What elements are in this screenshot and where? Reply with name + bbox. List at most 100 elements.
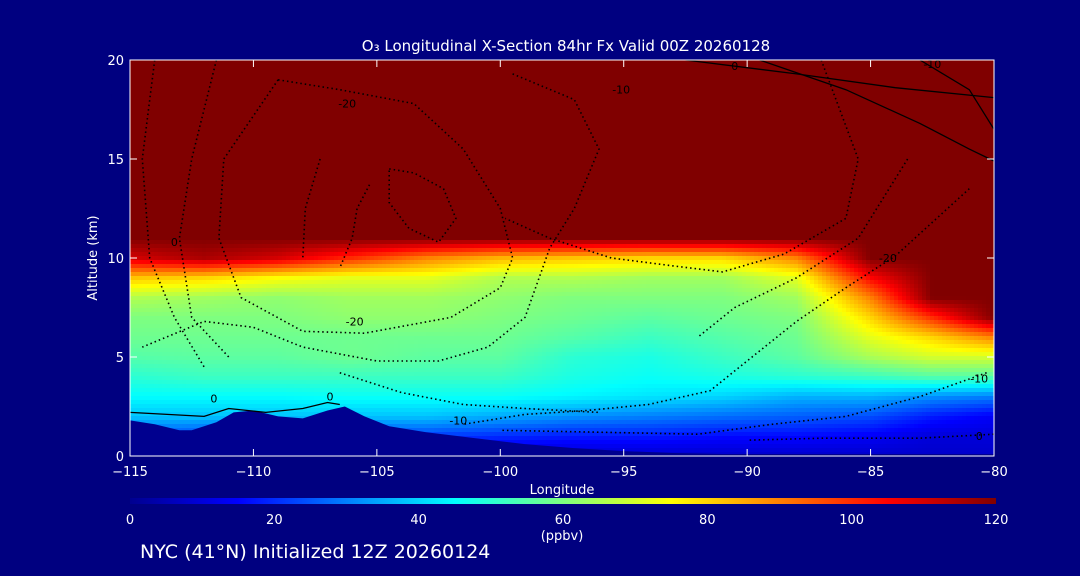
ozone-cell [142, 252, 147, 257]
ozone-cell [306, 228, 311, 233]
ozone-cell [142, 76, 147, 81]
ozone-cell [150, 272, 155, 277]
ozone-cell [142, 60, 147, 65]
ozone-cell [250, 264, 255, 269]
ozone-cell [278, 100, 283, 105]
ozone-cell [130, 232, 135, 237]
ozone-cell [210, 120, 215, 125]
ozone-cell [330, 240, 335, 245]
ozone-cell [194, 176, 199, 181]
ozone-cell [210, 344, 215, 349]
ozone-cell [210, 256, 215, 261]
ozone-cell [326, 132, 331, 137]
ozone-cell [174, 388, 179, 393]
ozone-cell [162, 104, 167, 109]
ozone-cell [282, 200, 287, 205]
ozone-cell [186, 104, 191, 109]
ozone-cell [202, 332, 207, 337]
ozone-cell [146, 184, 151, 189]
ozone-cell [130, 140, 135, 145]
ozone-cell [218, 368, 223, 373]
ozone-cell [254, 224, 259, 229]
ozone-cell [198, 248, 203, 253]
ozone-cell [154, 196, 159, 201]
ozone-cell [266, 376, 271, 381]
ozone-cell [238, 232, 243, 237]
ozone-cell [326, 368, 331, 373]
ozone-cell [282, 384, 287, 389]
ozone-cell [218, 148, 223, 153]
ozone-cell [254, 208, 259, 213]
ozone-cell [274, 68, 279, 73]
ozone-cell [326, 228, 331, 233]
ozone-cell [214, 372, 219, 377]
ozone-cell [238, 176, 243, 181]
ozone-cell [202, 264, 207, 269]
ozone-cell [326, 256, 331, 261]
ozone-cell [254, 236, 259, 241]
ozone-cell [194, 244, 199, 249]
plot-area: -20-10-1000-20-20-10-100 00 [130, 58, 995, 457]
ozone-cell [214, 172, 219, 177]
ozone-cell [146, 332, 151, 337]
ozone-cell [190, 136, 195, 141]
ozone-cell [202, 304, 207, 309]
ozone-cell [134, 324, 139, 329]
ozone-cell [310, 144, 315, 149]
ozone-cell [154, 204, 159, 209]
ozone-cell [186, 376, 191, 381]
ozone-cell [162, 216, 167, 221]
ozone-cell [222, 388, 227, 393]
ozone-cell [330, 168, 335, 173]
ozone-cell [266, 224, 271, 229]
ozone-cell [274, 320, 279, 325]
ozone-cell [218, 404, 223, 409]
ozone-cell [238, 204, 243, 209]
ozone-cell [242, 232, 247, 237]
ozone-cell [150, 212, 155, 217]
ozone-cell [274, 352, 279, 357]
ozone-cell [266, 248, 271, 253]
ozone-cell [182, 224, 187, 229]
ozone-cell [134, 184, 139, 189]
ozone-cell [238, 88, 243, 93]
ozone-cell [186, 416, 191, 421]
ozone-cell [246, 356, 251, 361]
ozone-cell [138, 136, 143, 141]
ozone-cell [258, 96, 263, 101]
ozone-cell [162, 116, 167, 121]
ozone-cell [246, 284, 251, 289]
ozone-cell [206, 220, 211, 225]
ozone-cell [246, 140, 251, 145]
ozone-cell [198, 352, 203, 357]
ozone-cell [178, 392, 183, 397]
ozone-cell [234, 100, 239, 105]
ozone-cell [318, 312, 323, 317]
ozone-cell [162, 284, 167, 289]
ozone-cell [162, 208, 167, 213]
ozone-cell [222, 372, 227, 377]
ozone-cell [214, 140, 219, 145]
ozone-cell [194, 292, 199, 297]
ozone-cell [238, 184, 243, 189]
ozone-cell [142, 376, 147, 381]
ozone-cell [166, 268, 171, 273]
ozone-cell [134, 176, 139, 181]
ozone-cell [294, 104, 299, 109]
ozone-cell [214, 136, 219, 141]
ozone-cell [202, 396, 207, 401]
ozone-cell [262, 260, 267, 265]
ozone-cell [130, 152, 135, 157]
ozone-cell [250, 152, 255, 157]
ozone-cell [158, 380, 163, 385]
ozone-cell [154, 328, 159, 333]
ozone-cell [270, 240, 275, 245]
ozone-cell [258, 212, 263, 217]
ozone-cell [302, 356, 307, 361]
ozone-cell [130, 268, 135, 273]
ozone-cell [158, 232, 163, 237]
ozone-cell [322, 108, 327, 113]
ozone-cell [306, 280, 311, 285]
ozone-cell [162, 340, 167, 345]
ozone-cell [218, 112, 223, 117]
